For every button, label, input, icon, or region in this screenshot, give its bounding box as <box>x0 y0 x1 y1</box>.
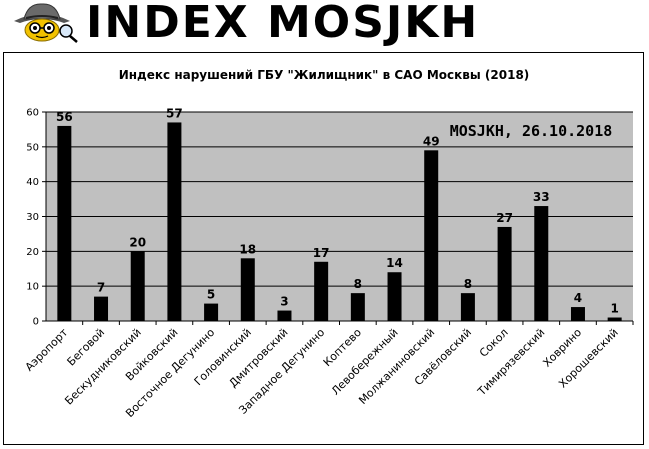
bar <box>204 303 219 321</box>
banner-title: INDEX MOSJKH <box>86 0 480 48</box>
bar <box>570 307 585 321</box>
bar <box>350 293 365 321</box>
y-tick-label: 40 <box>26 177 39 188</box>
bar <box>460 293 475 321</box>
bar <box>497 226 512 321</box>
bar <box>387 272 402 321</box>
bar <box>534 206 549 321</box>
chart-annotation: MOSJKH, 26.10.2018 <box>450 122 613 140</box>
bar <box>130 251 145 321</box>
data-label: 27 <box>496 211 513 225</box>
category-label: Тимирязевский <box>475 326 548 399</box>
y-tick-label: 30 <box>26 212 39 223</box>
data-label: 17 <box>313 246 330 260</box>
data-label: 5 <box>207 288 215 302</box>
y-tick-label: 60 <box>26 108 39 119</box>
bar <box>314 261 329 321</box>
data-label: 8 <box>464 277 472 291</box>
bar-chart: Индекс нарушений ГБУ "Жилищник" в САО Мо… <box>23 68 634 420</box>
bar <box>277 310 292 321</box>
y-tick-label: 10 <box>26 282 39 293</box>
chart-title: Индекс нарушений ГБУ "Жилищник" в САО Мо… <box>119 68 530 82</box>
data-label: 4 <box>574 291 582 305</box>
banner: INDEX MOSJKH <box>0 0 649 46</box>
category-label: Сокол <box>477 326 511 360</box>
bar <box>607 317 622 321</box>
data-label: 3 <box>280 295 288 309</box>
spy-detective-icon <box>14 3 78 43</box>
y-tick-label: 50 <box>26 142 39 153</box>
data-label: 33 <box>533 190 550 204</box>
bar <box>57 125 72 321</box>
data-label: 20 <box>129 235 146 249</box>
data-label: 57 <box>166 106 183 120</box>
bar <box>94 296 109 321</box>
data-label: 49 <box>423 134 440 148</box>
y-tick-label: 20 <box>26 247 39 258</box>
chart-frame: Индекс нарушений ГБУ "Жилищник" в САО Мо… <box>3 52 644 445</box>
data-label: 1 <box>610 302 618 316</box>
category-label: Аэропорт <box>23 326 71 374</box>
bar <box>424 150 439 321</box>
data-label: 7 <box>97 281 105 295</box>
y-tick-label: 0 <box>33 317 39 328</box>
category-label: Левобережный <box>329 326 401 398</box>
bar <box>240 258 255 321</box>
bar <box>167 122 182 321</box>
data-label: 56 <box>56 110 73 124</box>
data-label: 14 <box>386 256 403 270</box>
data-label: 18 <box>239 242 256 256</box>
data-label: 8 <box>354 277 362 291</box>
